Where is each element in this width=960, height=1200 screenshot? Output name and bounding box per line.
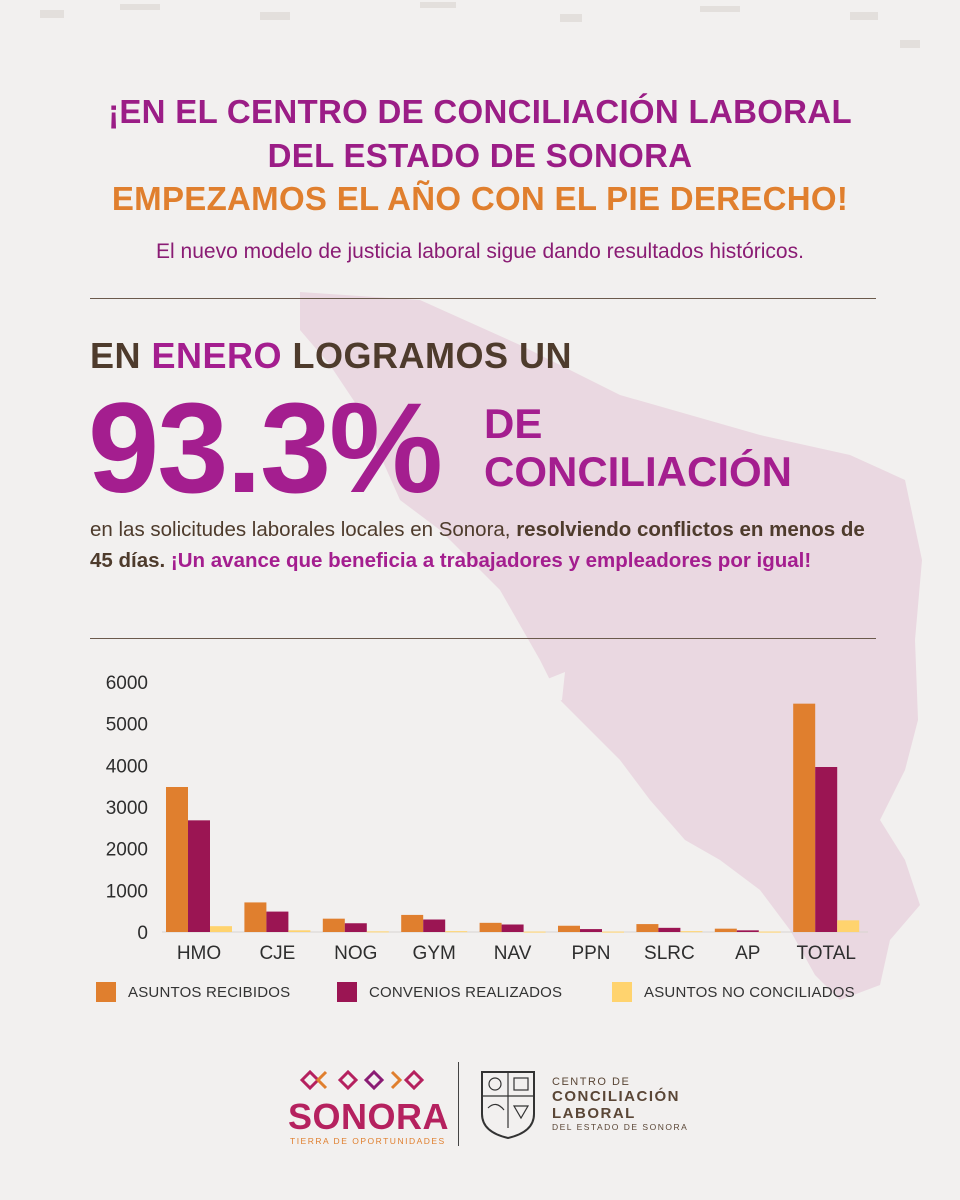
bar-nog-series-0 — [322, 918, 345, 932]
headline-post: LOGRAMOS UN — [282, 335, 573, 376]
category-label-hmo: HMO — [177, 943, 221, 964]
title-line-3: EMPEZAMOS EL AÑO CON EL PIE DERECHO! — [111, 180, 849, 217]
bar-total-series-2 — [837, 920, 860, 932]
category-label-ppn: PPN — [571, 943, 610, 964]
bar-ap-series-2 — [758, 931, 781, 933]
bar-hmo-series-1 — [188, 820, 210, 932]
bar-gym-series-0 — [401, 914, 424, 932]
sonora-wordmark: SONORA — [288, 1096, 450, 1137]
y-tick-label: 2000 — [106, 840, 148, 861]
category-label-slrc: SLRC — [644, 943, 695, 964]
legend-label-recibidos: ASUNTOS RECIBIDOS — [128, 983, 291, 1001]
bars — [166, 703, 860, 933]
body-text: en las solicitudes laborales locales en … — [90, 514, 880, 576]
y-tick-label: 4000 — [106, 756, 148, 777]
bar-ap-series-0 — [714, 928, 737, 932]
sonora-pattern-icon — [299, 1069, 425, 1091]
subtitle: El nuevo modelo de justicia laboral sigu… — [156, 240, 804, 263]
bar-gym-series-1 — [423, 919, 446, 932]
ccl-line-3: LABORAL — [552, 1105, 636, 1122]
big-percent: 93.3% — [88, 377, 443, 520]
ccl-line-4: DEL ESTADO DE SONORA — [552, 1122, 689, 1132]
category-label-ap: AP — [735, 943, 760, 964]
body-part-2: resolviendo conflictos en menos de 45 dí… — [90, 518, 865, 572]
sonora-logo: SONORA TIERRA DE OPORTUNIDADES — [288, 1068, 449, 1148]
divider-bottom — [90, 638, 876, 639]
bar-ppn-series-0 — [558, 925, 580, 932]
bar-nog-series-1 — [344, 923, 367, 932]
headline: EN ENERO LOGRAMOS UN — [90, 335, 572, 377]
legend-item-no-conciliados: ASUNTOS NO CONCILIADOS — [612, 982, 855, 1002]
bar-nav-series-0 — [479, 922, 502, 932]
bar-total-series-0 — [793, 703, 816, 932]
bar-cje-series-0 — [244, 902, 267, 932]
ccl-line-2: CONCILIACIÓN — [552, 1088, 680, 1105]
y-ticks: 0 1000 2000 3000 4000 5000 6000 — [106, 673, 148, 944]
bar-total-series-1 — [815, 767, 838, 932]
category-label-gym: GYM — [413, 943, 456, 964]
state-seal-icon — [481, 1071, 535, 1140]
y-tick-label: 0 — [137, 923, 148, 944]
body-part-1: en las solicitudes laborales locales en … — [90, 518, 517, 541]
bar-ppn-series-1 — [580, 929, 602, 932]
y-tick-label: 6000 — [106, 673, 148, 694]
legend-label-convenios: CONVENIOS REALIZADOS — [369, 983, 563, 1001]
bar-ap-series-1 — [736, 930, 759, 932]
legend-item-convenios: CONVENIOS REALIZADOS — [337, 982, 562, 1002]
ccl-logo: CENTRO DE CONCILIACIÓN LABORAL DEL ESTAD… — [474, 1064, 774, 1144]
footer-divider — [458, 1062, 459, 1146]
bar-nav-series-1 — [501, 924, 524, 932]
big-de: DE — [484, 400, 543, 447]
legend-swatch-no-conciliados — [612, 982, 632, 1002]
big-conciliacion: CONCILIACIÓN — [484, 448, 792, 495]
legend-swatch-recibidos — [96, 982, 116, 1002]
bar-gym-series-2 — [445, 931, 468, 933]
bar-ppn-series-2 — [602, 931, 624, 933]
category-labels: HMO CJE NOG GYM NAV PPN SLRC AP TOTAL — [177, 943, 856, 964]
sonora-tagline: TIERRA DE OPORTUNIDADES — [290, 1136, 446, 1146]
category-label-nog: NOG — [334, 943, 377, 964]
title-line-1: ¡EN EL CENTRO DE CONCILIACIÓN LABORAL — [108, 93, 852, 130]
y-tick-label: 3000 — [106, 798, 148, 819]
bar-nav-series-2 — [523, 931, 546, 933]
bar-hmo-series-0 — [166, 787, 188, 932]
category-label-cje: CJE — [259, 943, 295, 964]
bar-slrc-series-1 — [658, 927, 681, 932]
bar-cje-series-1 — [266, 911, 289, 932]
ccl-line-1: CENTRO DE — [552, 1076, 631, 1088]
legend-item-recibidos: ASUNTOS RECIBIDOS — [96, 982, 290, 1002]
y-tick-label: 1000 — [106, 881, 148, 902]
bar-cje-series-2 — [288, 930, 311, 932]
headline-accent: ENERO — [151, 335, 283, 376]
bar-slrc-series-2 — [680, 931, 703, 933]
headline-pre: EN — [90, 335, 152, 376]
y-tick-label: 5000 — [106, 715, 148, 736]
top-pattern — [40, 2, 920, 48]
category-label-total: TOTAL — [796, 943, 855, 964]
body-part-3: ¡Un avance que beneficia a trabajadores … — [165, 549, 812, 572]
bar-nog-series-2 — [366, 931, 389, 933]
bar-slrc-series-0 — [636, 924, 659, 932]
legend-swatch-convenios — [337, 982, 357, 1002]
title-line-2: DEL ESTADO DE SONORA — [267, 137, 693, 174]
category-label-nav: NAV — [494, 943, 532, 964]
bar-hmo-series-2 — [210, 926, 232, 932]
divider-top — [90, 298, 876, 299]
legend-label-no-conciliados: ASUNTOS NO CONCILIADOS — [644, 983, 855, 1001]
